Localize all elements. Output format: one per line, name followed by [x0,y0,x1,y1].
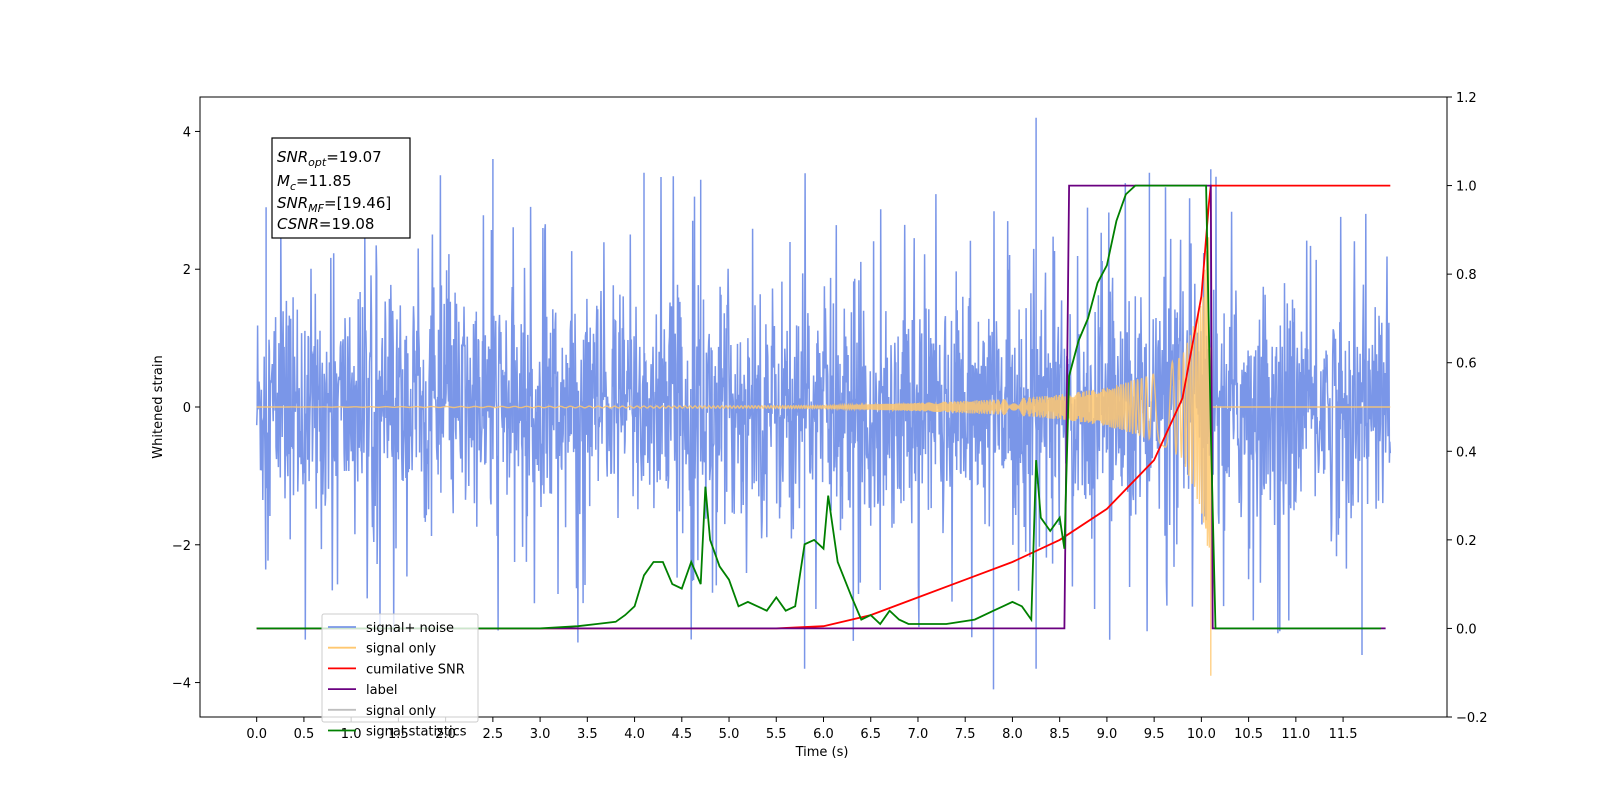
legend-label: signal statistics [366,725,467,740]
annotation-snr-opt: SNRopt=19.07 [277,148,382,169]
x-tick-label: 5.0 [719,727,740,742]
y-tick-label: −2 [172,539,191,554]
x-tick-label: 9.5 [1144,727,1165,742]
x-tick-label: 10.0 [1187,727,1216,742]
y-tick-label: 4 [183,125,191,140]
x-tick-label: 6.5 [860,727,881,742]
x-tick-label: 2.0 [435,727,456,742]
y-axis-title: Whitened strain [151,355,166,458]
x-tick-label: 7.0 [908,727,929,742]
legend-label: signal+ noise [366,621,454,636]
y2-tick-label: 0.2 [1456,534,1477,549]
y2-tick-label: 0.8 [1456,268,1477,283]
annotation-box: SNRopt=19.07 Mc=11.85 SNRMF=[19.46] CSNR… [271,137,411,239]
x-tick-label: 7.5 [955,727,976,742]
x-tick-label: 4.5 [671,727,692,742]
y2-tick-label: 0.0 [1456,622,1477,637]
annotation-csnr: CSNR=19.08 [277,215,374,233]
x-tick-label: 3.5 [577,727,598,742]
x-tick-label: 9.0 [1097,727,1118,742]
x-axis-title: Time (s) [795,745,849,760]
y2-tick-label: 1.2 [1456,91,1477,106]
x-tick-label: 3.0 [530,727,551,742]
series-signal-statistics [256,184,1381,630]
x-tick-label: 0.5 [294,727,315,742]
y2-tick-label: 0.4 [1456,445,1477,460]
x-tick-label: 11.5 [1329,727,1358,742]
x-tick-label: 2.5 [483,727,504,742]
x-tick-label: 8.5 [1049,727,1070,742]
series-signal-noise [255,117,1392,690]
legend-frame [321,613,479,723]
x-tick-label: 8.0 [1002,727,1023,742]
y-tick-label: −4 [172,677,191,692]
x-tick-label: 0.0 [246,727,267,742]
y-axis-right: 1.2 1.0 0.8 0.6 0.4 0.2 0.0 −0.2 [1447,91,1488,726]
legend-label: cumilative SNR [366,662,465,677]
legend-label: signal only [366,704,436,719]
x-tick-label: 6.0 [813,727,834,742]
x-tick-label: 11.0 [1281,727,1310,742]
legend-label: label [366,683,397,698]
x-tick-label: 10.5 [1234,727,1263,742]
annotation-frame [271,137,411,239]
y-tick-label: 2 [183,263,191,278]
y2-tick-label: 1.0 [1456,180,1477,195]
y2-tick-label: 0.6 [1456,357,1477,372]
legend-label: signal only [366,642,436,657]
plot-area [255,117,1392,690]
annotation-mc: Mc=11.85 [277,172,352,193]
series-layer [255,117,1392,690]
x-tick-label: 1.0 [341,727,362,742]
annotation-snr-mf: SNRMF=[19.46] [277,194,391,215]
y-axis-left: 4 2 0 −2 −4 [172,125,200,692]
x-tick-label: 4.0 [624,727,645,742]
y2-tick-label: −0.2 [1456,711,1488,726]
y-tick-label: 0 [183,401,191,416]
x-tick-label: 5.5 [766,727,787,742]
x-axis: 0.0 0.5 1.0 1.5 2.0 2.5 3.0 3.5 4.0 4.5 5.0 5.5 6.0 6… [246,717,1358,742]
legend: signal+ noise signal only cumilative SNR la… [321,613,479,740]
x-tick-label: 1.5 [388,727,409,742]
